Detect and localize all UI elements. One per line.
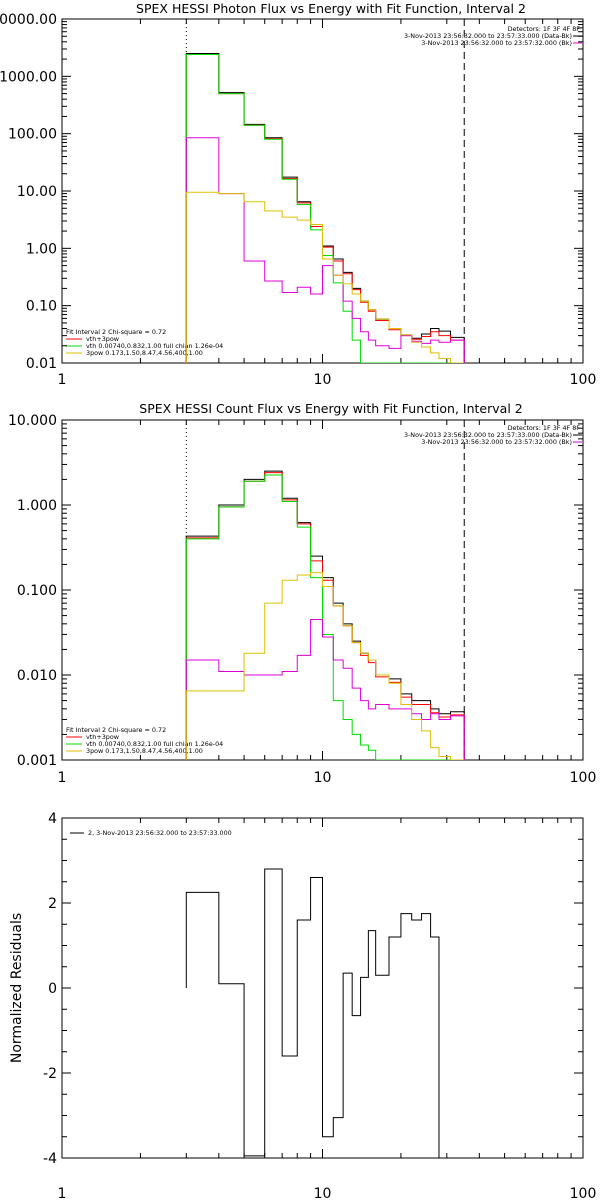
photon-fit-legend-total: vth+3pow xyxy=(86,335,119,343)
photon-flux-y-tick-label: 100.00 xyxy=(8,127,57,143)
photon-legend-detectors: Detectors: 1F 3F 4F 8F xyxy=(508,25,581,33)
count-flux-x-tick-label: 100 xyxy=(570,770,597,786)
photon-legend-data-bk: 3-Nov-2013 23:56:32.000 to 23:57:33.000 … xyxy=(404,32,572,40)
photon-fit-legend-3pow: 3pow 0.173,1.50,8.47,4.56,400,1.00 xyxy=(86,349,203,357)
count-flux-series-4-line xyxy=(185,572,465,760)
residuals-legend: 2, 3-Nov-2013 23:56:32.000 to 23:57:33.0… xyxy=(88,829,232,837)
count-flux-x-tick-label: 10 xyxy=(314,770,332,786)
photon-flux-series-group xyxy=(185,53,465,363)
photon-flux-plot-frame xyxy=(61,18,584,364)
count-fit-legend-vth: vth 0.00740,0.832,1.00 full chian 1.26e-… xyxy=(86,740,223,748)
photon-flux-panel: SPEX HESSI Photon Flux vs Energy with Fi… xyxy=(0,1,596,388)
residuals-y-tick-label: -2 xyxy=(43,1066,57,1082)
residuals-series-0-line xyxy=(185,868,465,1158)
count-flux-y-tick-label: 1.000 xyxy=(17,498,57,514)
photon-flux-x-tick-label: 10 xyxy=(314,372,332,388)
count-flux-series-3-line xyxy=(185,618,465,760)
count-flux-y-tick-label: 0.010 xyxy=(17,668,57,684)
photon-flux-series-3-line xyxy=(185,137,465,363)
photon-flux-title: SPEX HESSI Photon Flux vs Energy with Fi… xyxy=(136,1,526,16)
photon-flux-y-tick-label: 1.00 xyxy=(26,241,57,257)
count-legend-bk: 3-Nov-2013 23:56:32.000 to 23:57:32.000 … xyxy=(421,438,572,446)
residuals-y-tick-label: 4 xyxy=(48,811,57,827)
photon-fit-legend-title: Fit Interval 2 Chi-square = 0.72 xyxy=(66,328,166,336)
count-legend-detectors: Detectors: 1F 3F 4F 8F xyxy=(508,424,581,432)
photon-flux-series-1-line xyxy=(185,54,465,363)
residuals-series-group xyxy=(185,868,465,1158)
count-flux-series-group xyxy=(185,470,465,760)
count-legend-data-bk: 3-Nov-2013 23:56:32.000 to 23:57:33.000 … xyxy=(404,431,572,439)
photon-flux-y-tick-label: 0.10 xyxy=(26,299,57,315)
residuals-panel: Normalized Residuals 2, 3-Nov-2013 23:56… xyxy=(9,811,596,1200)
photon-flux-y-tick-label: 0.01 xyxy=(26,356,57,372)
residuals-y-tick-label: -4 xyxy=(43,1151,57,1167)
count-flux-y-tick-label: 10.000 xyxy=(8,413,57,429)
count-flux-title: SPEX HESSI Count Flux vs Energy with Fit… xyxy=(139,401,522,416)
residuals-x-tick-label: 10 xyxy=(314,1186,332,1200)
residuals-y-tick-label: 0 xyxy=(48,981,57,997)
photon-flux-y-tick-label: 1000.00 xyxy=(0,69,57,85)
photon-flux-y-tick-label: 0000.00 xyxy=(0,12,57,28)
photon-fit-legend-vth: vth 0.00740,0.832,1.00 full chian 1.26e-… xyxy=(86,342,223,350)
residuals-ylabel: Normalized Residuals xyxy=(9,913,25,1063)
count-flux-y-tick-label: 0.001 xyxy=(17,753,57,769)
photon-flux-series-2-line xyxy=(185,54,465,363)
photon-flux-series-0-line xyxy=(185,53,465,363)
count-flux-series-2-line xyxy=(185,474,465,760)
count-fit-legend-3pow: 3pow 0.173,1.50,8.47,4.56,400,1.00 xyxy=(86,747,203,755)
residuals-x-tick-label: 1 xyxy=(58,1186,67,1200)
residuals-x-tick-label: 100 xyxy=(570,1186,597,1200)
photon-legend-bk: 3-Nov-2013 23:56:32.000 to 23:57:32.000 … xyxy=(421,39,572,47)
photon-flux-y-tick-label: 10.00 xyxy=(17,184,57,200)
photon-flux-series-4-line xyxy=(185,191,465,363)
count-flux-x-tick-label: 1 xyxy=(58,770,67,786)
count-fit-legend-total: vth+3pow xyxy=(86,733,119,741)
count-flux-panel: SPEX HESSI Count Flux vs Energy with Fit… xyxy=(8,401,596,786)
count-flux-series-1-line xyxy=(185,472,465,760)
photon-flux-x-tick-label: 1 xyxy=(58,372,67,388)
photon-flux-x-tick-label: 100 xyxy=(570,372,597,388)
residuals-y-tick-label: 2 xyxy=(48,896,57,912)
count-fit-legend-title: Fit Interval 2 Chi-square = 0.72 xyxy=(66,726,166,734)
count-flux-y-tick-label: 0.100 xyxy=(17,583,57,599)
count-flux-series-0-line xyxy=(185,470,465,760)
